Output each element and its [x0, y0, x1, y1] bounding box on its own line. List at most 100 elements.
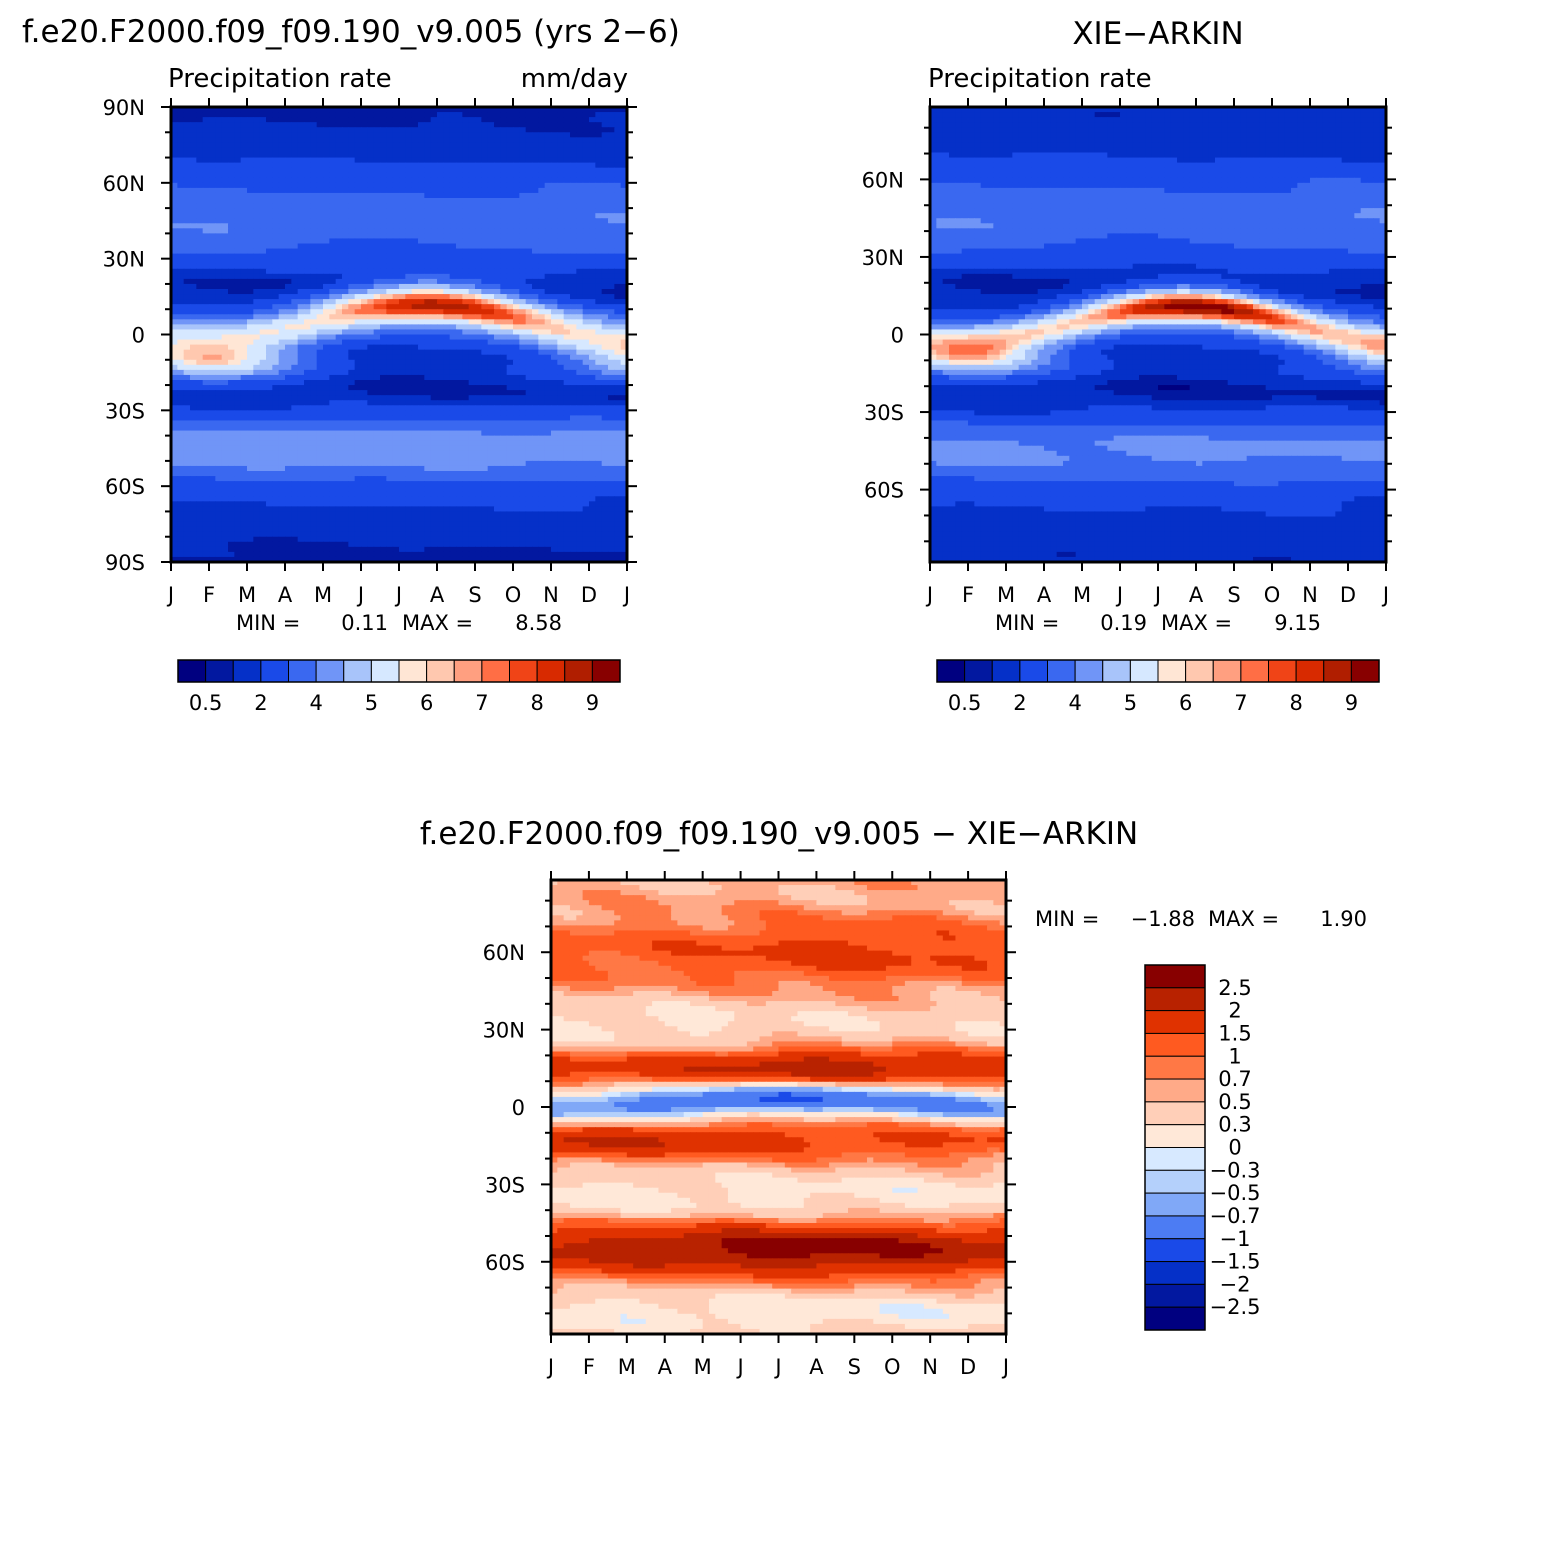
heat-cell	[291, 283, 299, 290]
heat-cell	[487, 435, 495, 442]
heat-cell	[367, 445, 375, 452]
heat-cell	[354, 233, 362, 240]
heat-cell	[506, 182, 514, 189]
heat-cell	[171, 344, 178, 351]
heat-cell	[297, 299, 305, 305]
heat-cell	[601, 395, 609, 401]
heat-cell	[392, 263, 400, 270]
heat-cell	[614, 213, 622, 219]
heat-cell	[449, 238, 457, 245]
heat-cell	[221, 374, 229, 381]
heat-cell	[310, 213, 318, 219]
heat-cell	[335, 430, 343, 437]
heat-cell	[544, 425, 552, 432]
heat-cell	[487, 132, 495, 138]
heat-cell	[544, 182, 552, 189]
heat-cell	[285, 364, 292, 371]
heat-cell	[304, 304, 311, 310]
heat-cell	[506, 349, 514, 356]
heat-cell	[380, 253, 387, 260]
heat-cell	[500, 187, 508, 194]
heat-cell	[582, 415, 590, 422]
heat-cell	[266, 329, 273, 336]
heat-cell	[177, 243, 185, 250]
heat-cell	[234, 192, 242, 199]
heat-cell	[259, 172, 267, 179]
heat-cell	[278, 430, 286, 437]
heat-cell	[304, 238, 311, 245]
heat-cell	[525, 157, 533, 164]
heat-cell	[285, 238, 292, 245]
heat-cell	[601, 258, 609, 265]
heat-cell	[240, 213, 248, 219]
heat-cell	[538, 278, 546, 285]
heat-cell	[342, 374, 349, 381]
heat-cell	[240, 455, 248, 462]
heat-cell	[582, 238, 590, 245]
heat-cell	[310, 273, 318, 280]
heat-cell	[462, 440, 470, 447]
heat-cell	[367, 364, 375, 371]
heat-cell	[209, 228, 216, 234]
heat-cell	[272, 258, 280, 265]
heat-cell	[221, 354, 229, 361]
heat-cell	[551, 162, 558, 169]
heat-cell	[589, 157, 596, 164]
heat-cell	[462, 349, 470, 356]
heat-cell	[399, 395, 406, 401]
heat-cell	[620, 198, 628, 204]
heat-cell	[361, 187, 368, 194]
heat-cell	[525, 349, 533, 356]
heat-cell	[500, 425, 508, 432]
heat-cell	[449, 258, 457, 265]
heat-cell	[190, 278, 197, 285]
heat-cell	[430, 203, 438, 209]
heat-cell	[620, 425, 628, 432]
heat-cell	[335, 304, 343, 310]
heat-cell	[608, 339, 615, 346]
heat-cell	[620, 440, 628, 447]
heat-cell	[557, 430, 565, 437]
heat-cell	[405, 430, 413, 437]
heat-cell	[240, 445, 248, 452]
heat-cell	[411, 157, 419, 164]
heat-cell	[285, 445, 292, 452]
heat-cell	[240, 319, 248, 325]
heat-cell	[329, 304, 337, 310]
heat-cell	[500, 137, 508, 143]
heat-cell	[494, 324, 501, 331]
heat-cell	[247, 415, 254, 422]
heat-cell	[443, 420, 451, 427]
heat-cell	[196, 329, 204, 336]
heat-cell	[310, 283, 318, 290]
heat-cell	[519, 187, 527, 194]
heat-cell	[494, 349, 501, 356]
heat-cell	[177, 137, 185, 143]
heat-cell	[532, 172, 539, 179]
heat-cell	[278, 122, 286, 128]
heat-cell	[608, 304, 615, 310]
heat-cell	[297, 324, 305, 331]
heat-cell	[266, 445, 273, 452]
heat-cell	[329, 273, 337, 280]
heat-cell	[202, 112, 210, 118]
heat-cell	[563, 263, 571, 270]
heat-cell	[259, 157, 267, 164]
heat-cell	[620, 253, 628, 260]
heat-cell	[177, 455, 185, 462]
heat-cell	[297, 405, 305, 411]
heat-cell	[316, 208, 324, 214]
heat-cell	[215, 425, 223, 432]
heat-cell	[171, 369, 178, 376]
heat-cell	[551, 395, 558, 401]
heat-cell	[202, 309, 210, 315]
heat-cell	[601, 344, 609, 351]
heat-cell	[544, 410, 552, 416]
heat-cell	[500, 329, 508, 336]
heat-cell	[373, 248, 381, 255]
heat-cell	[196, 162, 204, 169]
heat-cell	[373, 233, 381, 240]
heat-cell	[462, 445, 470, 452]
heat-cell	[348, 162, 356, 169]
heat-cell	[392, 198, 400, 204]
